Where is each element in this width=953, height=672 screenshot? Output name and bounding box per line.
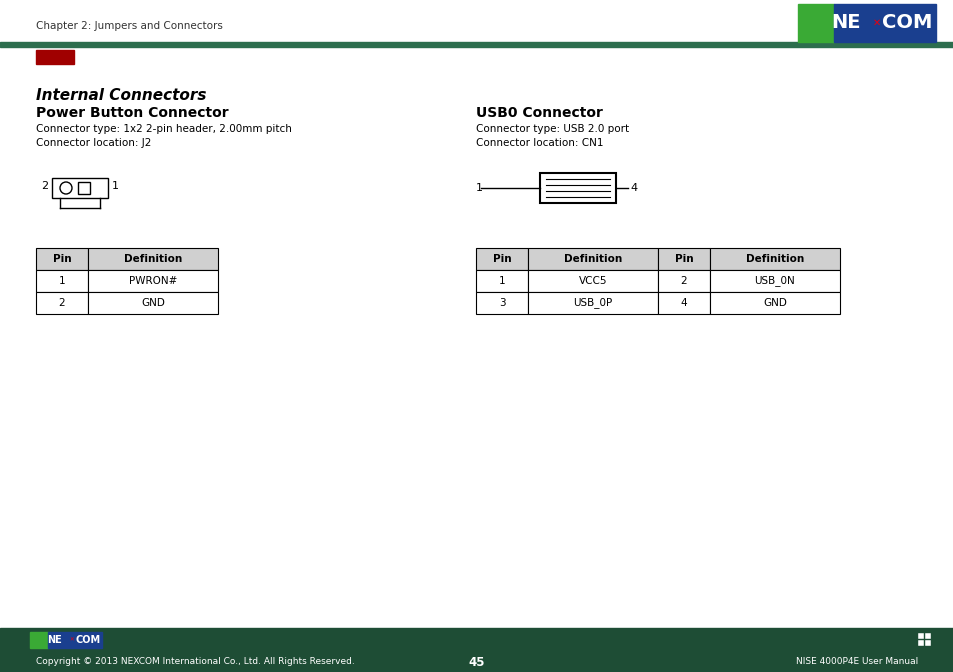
Text: Chapter 2: Jumpers and Connectors: Chapter 2: Jumpers and Connectors: [36, 21, 223, 31]
Text: Connector type: 1x2 2-pin header, 2.00mm pitch: Connector type: 1x2 2-pin header, 2.00mm…: [36, 124, 292, 134]
Bar: [78, 182, 90, 194]
Bar: [658, 292, 709, 314]
Text: 2: 2: [680, 276, 686, 286]
Bar: [539, 173, 616, 203]
Text: VCC5: VCC5: [578, 276, 607, 286]
Text: GND: GND: [141, 298, 165, 308]
Text: NE: NE: [830, 13, 860, 32]
Text: Pin: Pin: [52, 254, 71, 264]
Bar: [476, 270, 527, 292]
Text: 4: 4: [680, 298, 686, 308]
Text: COM: COM: [882, 13, 932, 32]
Text: Pin: Pin: [492, 254, 511, 264]
Text: Connector type: USB 2.0 port: Connector type: USB 2.0 port: [476, 124, 628, 134]
Text: GND: GND: [762, 298, 786, 308]
Bar: [709, 292, 840, 314]
Text: 3: 3: [498, 298, 505, 308]
Bar: [917, 633, 923, 639]
Bar: [0, 42, 953, 47]
Text: Connector location: CN1: Connector location: CN1: [476, 138, 603, 148]
Text: Power Button Connector: Power Button Connector: [36, 106, 229, 120]
Bar: [52, 178, 108, 198]
Bar: [48, 632, 102, 648]
Bar: [36, 292, 88, 314]
Text: COM: COM: [76, 635, 101, 645]
Text: USB0 Connector: USB0 Connector: [476, 106, 602, 120]
Bar: [658, 270, 709, 292]
Bar: [476, 292, 527, 314]
Bar: [924, 633, 930, 639]
Text: 1: 1: [476, 183, 482, 193]
Bar: [527, 248, 658, 270]
Text: PWRON#: PWRON#: [129, 276, 177, 286]
Text: USB_0P: USB_0P: [573, 298, 612, 308]
Bar: [36, 50, 74, 64]
Bar: [476, 248, 527, 270]
Text: Pin: Pin: [674, 254, 693, 264]
Bar: [924, 640, 930, 646]
Bar: [88, 292, 218, 314]
Bar: [0, 628, 953, 672]
Bar: [917, 640, 923, 646]
Text: Internal Connectors: Internal Connectors: [36, 88, 206, 103]
Text: 45: 45: [468, 655, 485, 669]
Text: 4: 4: [629, 183, 637, 193]
Bar: [658, 248, 709, 270]
Text: 2: 2: [59, 298, 65, 308]
Bar: [833, 4, 935, 42]
Text: 1: 1: [498, 276, 505, 286]
Bar: [88, 248, 218, 270]
Text: ✕: ✕: [70, 638, 74, 642]
Text: Definition: Definition: [124, 254, 182, 264]
Bar: [88, 270, 218, 292]
Text: NE: NE: [47, 635, 62, 645]
Text: NISE 4000P4E User Manual: NISE 4000P4E User Manual: [795, 657, 917, 667]
Bar: [30, 632, 48, 648]
Bar: [709, 248, 840, 270]
Bar: [527, 292, 658, 314]
Bar: [709, 270, 840, 292]
Bar: [36, 248, 88, 270]
Text: 1: 1: [112, 181, 119, 191]
Bar: [797, 4, 833, 42]
Bar: [36, 270, 88, 292]
Text: 1: 1: [59, 276, 65, 286]
Text: Copyright © 2013 NEXCOM International Co., Ltd. All Rights Reserved.: Copyright © 2013 NEXCOM International Co…: [36, 657, 355, 667]
Text: Definition: Definition: [563, 254, 621, 264]
Text: Definition: Definition: [745, 254, 803, 264]
Text: Connector location: J2: Connector location: J2: [36, 138, 152, 148]
Bar: [527, 270, 658, 292]
Text: 2: 2: [41, 181, 48, 191]
Text: USB_0N: USB_0N: [754, 276, 795, 286]
Text: ✕: ✕: [872, 18, 880, 28]
